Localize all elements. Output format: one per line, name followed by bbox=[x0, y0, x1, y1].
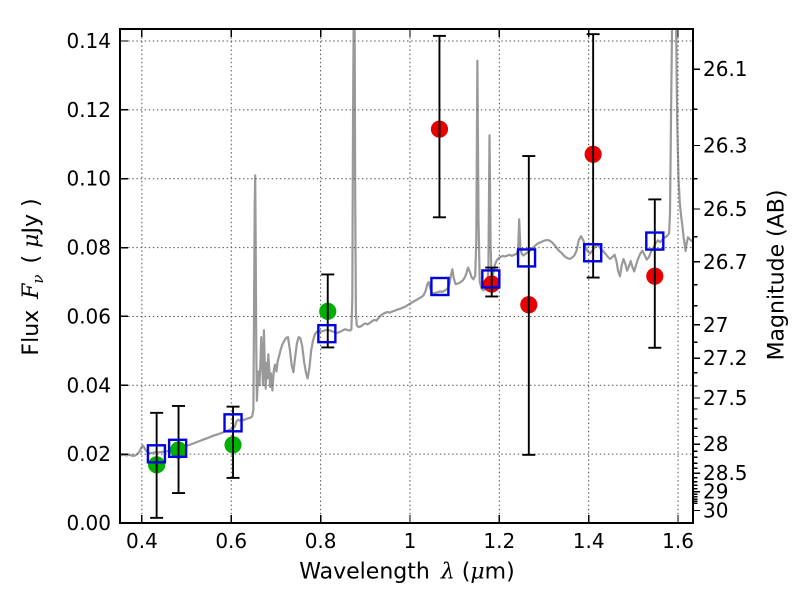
lambda-symbol: λ bbox=[440, 559, 455, 585]
flux-tick-label: 0.06 bbox=[66, 304, 111, 328]
x-tick-label: 1.4 bbox=[573, 529, 605, 553]
x-axis-unit-close: m) bbox=[484, 559, 515, 585]
mag-tick-label: 27.2 bbox=[703, 346, 748, 370]
x-axis-unit-open: ( bbox=[461, 559, 471, 585]
mag-tick-label: 26.7 bbox=[703, 250, 748, 274]
flux-label-text: Flux bbox=[18, 309, 44, 356]
flux-tick-label: 0.12 bbox=[66, 98, 111, 122]
flux-tick-label: 0.14 bbox=[66, 29, 111, 53]
mu-symbol-flux: μ bbox=[18, 233, 44, 248]
blue-square-marker bbox=[430, 276, 450, 297]
mag-tick-label: 29 bbox=[703, 480, 728, 504]
flux-tick-label: 0.02 bbox=[66, 442, 111, 466]
mag-tick-label: 27.5 bbox=[703, 386, 748, 410]
blue-square-marker bbox=[317, 323, 337, 344]
flux-tick-label: 0.00 bbox=[66, 511, 111, 535]
x-axis-label: Wavelength λ (μm) bbox=[299, 560, 514, 585]
mag-tick-label: 26.3 bbox=[703, 134, 748, 158]
x-tick-label: 1.2 bbox=[483, 529, 515, 553]
x-tick-label: 1.6 bbox=[662, 529, 694, 553]
blue-square-marker bbox=[146, 444, 167, 464]
blue-square-marker bbox=[481, 269, 501, 289]
x-tick-label: 1 bbox=[404, 529, 417, 553]
nu-subscript: ν bbox=[29, 274, 48, 284]
blue-square-marker bbox=[167, 438, 188, 458]
mu-symbol: μ bbox=[470, 559, 485, 585]
mag-tick-label: 26.5 bbox=[703, 197, 748, 221]
blue-square-marker bbox=[582, 243, 603, 263]
flux-tick-label: 0.10 bbox=[66, 167, 111, 191]
x-tick-label: 0.4 bbox=[126, 529, 158, 553]
y-axis-label-flux: Flux Fν ( μJy ) bbox=[19, 198, 47, 355]
flux-symbol: F bbox=[18, 283, 44, 299]
flux-tick-label: 0.08 bbox=[66, 236, 111, 260]
x-tick-label: 0.8 bbox=[305, 529, 337, 553]
x-tick-label: 0.6 bbox=[215, 529, 247, 553]
mag-tick-label: 26.1 bbox=[703, 57, 748, 81]
flux-unit-open: ( bbox=[18, 254, 44, 264]
mag-tick-label: 30 bbox=[703, 499, 728, 523]
blue-square-marker bbox=[516, 248, 537, 268]
mag-tick-label: 28.5 bbox=[703, 461, 748, 485]
blue-square-marker bbox=[223, 413, 243, 433]
mag-tick-label: 27 bbox=[703, 313, 728, 337]
blue-square-marker bbox=[645, 231, 665, 251]
x-axis-label-text: Wavelength bbox=[299, 559, 430, 585]
flux-unit-close: Jy ) bbox=[18, 198, 44, 234]
plot-border bbox=[119, 28, 694, 524]
y-axis-label-magnitude: Magnitude (AB) bbox=[764, 189, 790, 361]
flux-tick-label: 0.04 bbox=[66, 373, 111, 397]
spectrum-line bbox=[120, 29, 693, 457]
mag-tick-label: 28 bbox=[703, 432, 728, 456]
